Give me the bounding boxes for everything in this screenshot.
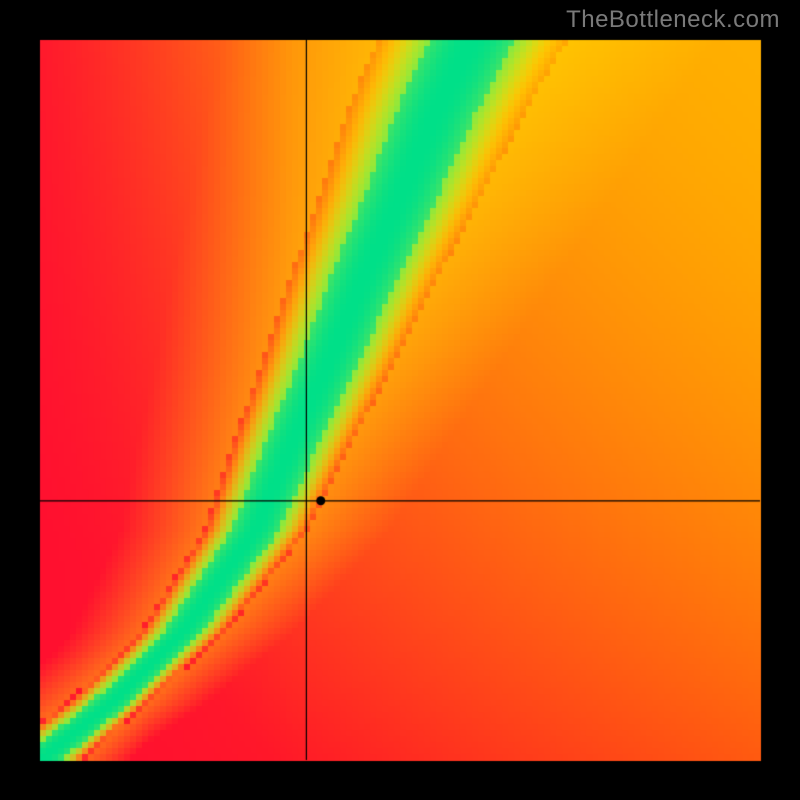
- heatmap-canvas: [0, 0, 800, 800]
- watermark-text: TheBottleneck.com: [566, 6, 780, 34]
- chart-container: TheBottleneck.com: [0, 0, 800, 800]
